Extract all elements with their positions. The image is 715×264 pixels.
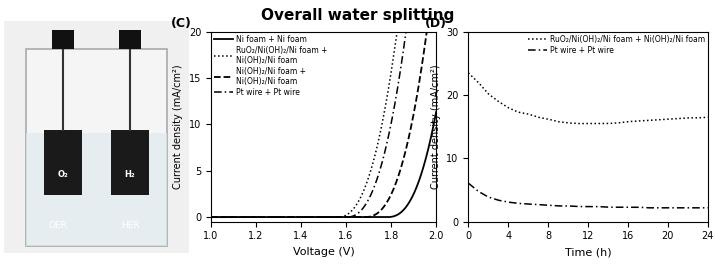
Pt wire + Pt wire xyxy=(361,203,370,206)
RuO₂/Ni(OH)₂/Ni foam + Ni(OH)₂/Ni foam xyxy=(594,122,603,125)
Text: Overall water splitting: Overall water splitting xyxy=(261,8,454,23)
RuO₂/Ni(OH)₂/Ni foam + Ni(OH)₂/Ni foam xyxy=(580,122,588,125)
RuO₂/Ni(OH)₂/Ni foam +
Ni(OH)₂/Ni foam xyxy=(230,215,238,219)
RuO₂/Ni(OH)₂/Ni foam +
Ni(OH)₂/Ni foam xyxy=(306,215,315,219)
Bar xyxy=(119,30,141,49)
Ni(OH)₂/Ni foam +
Ni(OH)₂/Ni foam xyxy=(361,215,370,219)
Bar xyxy=(44,130,82,195)
Ni(OH)₂/Ni foam +
Ni(OH)₂/Ni foam xyxy=(423,30,431,33)
Line: RuO₂/Ni(OH)₂/Ni foam +
Ni(OH)₂/Ni foam: RuO₂/Ni(OH)₂/Ni foam + Ni(OH)₂/Ni foam xyxy=(211,32,436,217)
Pt wire + Pt wire xyxy=(579,205,588,208)
RuO₂/Ni(OH)₂/Ni foam + Ni(OH)₂/Ni foam xyxy=(704,116,712,119)
Text: H₂: H₂ xyxy=(124,170,135,179)
Ni foam + Ni foam xyxy=(230,215,238,219)
Ni foam + Ni foam xyxy=(361,215,370,219)
Ni(OH)₂/Ni foam +
Ni(OH)₂/Ni foam xyxy=(386,194,395,197)
Ni(OH)₂/Ni foam +
Ni(OH)₂/Ni foam xyxy=(383,201,391,204)
Pt wire + Pt wire xyxy=(383,143,391,146)
Ni(OH)₂/Ni foam +
Ni(OH)₂/Ni foam xyxy=(432,30,440,33)
Text: OER: OER xyxy=(48,221,67,230)
RuO₂/Ni(OH)₂/Ni foam +
Ni(OH)₂/Ni foam xyxy=(361,184,370,187)
Y-axis label: Current density (mA/cm²): Current density (mA/cm²) xyxy=(430,64,440,189)
Polygon shape xyxy=(26,133,167,247)
Pt wire + Pt wire xyxy=(606,206,615,209)
RuO₂/Ni(OH)₂/Ni foam + Ni(OH)₂/Ni foam xyxy=(574,122,583,125)
RuO₂/Ni(OH)₂/Ni foam +
Ni(OH)₂/Ni foam xyxy=(383,98,391,101)
Bar xyxy=(52,30,74,49)
Line: Pt wire + Pt wire: Pt wire + Pt wire xyxy=(211,32,436,217)
Line: RuO₂/Ni(OH)₂/Ni foam + Ni(OH)₂/Ni foam: RuO₂/Ni(OH)₂/Ni foam + Ni(OH)₂/Ni foam xyxy=(468,73,708,124)
Pt wire + Pt wire xyxy=(661,206,669,209)
Pt wire + Pt wire xyxy=(644,206,653,209)
Pt wire + Pt wire xyxy=(306,215,315,219)
Ni(OH)₂/Ni foam +
Ni(OH)₂/Ni foam xyxy=(297,215,306,219)
Ni foam + Ni foam xyxy=(306,215,315,219)
Ni foam + Ni foam xyxy=(207,215,215,219)
Ni(OH)₂/Ni foam +
Ni(OH)₂/Ni foam xyxy=(207,215,215,219)
Pt wire + Pt wire xyxy=(699,206,707,209)
RuO₂/Ni(OH)₂/Ni foam +
Ni(OH)₂/Ni foam xyxy=(297,215,306,219)
Polygon shape xyxy=(26,49,167,247)
Ni foam + Ni foam xyxy=(386,215,395,219)
Ni foam + Ni foam xyxy=(383,215,391,219)
RuO₂/Ni(OH)₂/Ni foam + Ni(OH)₂/Ni foam xyxy=(699,116,707,119)
RuO₂/Ni(OH)₂/Ni foam +
Ni(OH)₂/Ni foam xyxy=(207,215,215,219)
Pt wire + Pt wire xyxy=(432,30,440,33)
Bar xyxy=(112,130,149,195)
Line: Pt wire + Pt wire: Pt wire + Pt wire xyxy=(468,183,708,208)
Pt wire + Pt wire xyxy=(593,205,602,208)
Ni(OH)₂/Ni foam +
Ni(OH)₂/Ni foam xyxy=(306,215,315,219)
RuO₂/Ni(OH)₂/Ni foam + Ni(OH)₂/Ni foam xyxy=(578,122,587,125)
Text: HER: HER xyxy=(121,221,139,230)
Pt wire + Pt wire xyxy=(386,124,395,128)
Text: (C): (C) xyxy=(170,17,191,30)
Ni(OH)₂/Ni foam +
Ni(OH)₂/Ni foam xyxy=(230,215,238,219)
Legend: RuO₂/Ni(OH)₂/Ni foam + Ni(OH)₂/Ni foam, Pt wire + Pt wire: RuO₂/Ni(OH)₂/Ni foam + Ni(OH)₂/Ni foam, … xyxy=(527,34,706,56)
Pt wire + Pt wire xyxy=(297,215,306,219)
Pt wire + Pt wire xyxy=(207,215,215,219)
Pt wire + Pt wire xyxy=(230,215,238,219)
Text: O₂: O₂ xyxy=(58,170,69,179)
RuO₂/Ni(OH)₂/Ni foam + Ni(OH)₂/Ni foam xyxy=(464,71,473,74)
Pt wire + Pt wire xyxy=(464,182,473,185)
RuO₂/Ni(OH)₂/Ni foam + Ni(OH)₂/Ni foam xyxy=(661,118,669,121)
Text: (D): (D) xyxy=(425,17,447,30)
Pt wire + Pt wire xyxy=(704,206,712,209)
RuO₂/Ni(OH)₂/Ni foam + Ni(OH)₂/Ni foam xyxy=(607,122,616,125)
Line: Ni(OH)₂/Ni foam +
Ni(OH)₂/Ni foam: Ni(OH)₂/Ni foam + Ni(OH)₂/Ni foam xyxy=(211,32,436,217)
Ni foam + Ni foam xyxy=(432,110,440,114)
RuO₂/Ni(OH)₂/Ni foam +
Ni(OH)₂/Ni foam xyxy=(386,74,395,77)
RuO₂/Ni(OH)₂/Ni foam +
Ni(OH)₂/Ni foam xyxy=(393,30,401,33)
X-axis label: Time (h): Time (h) xyxy=(565,247,611,257)
Legend: Ni foam + Ni foam, RuO₂/Ni(OH)₂/Ni foam +
Ni(OH)₂/Ni foam, Ni(OH)₂/Ni foam +
Ni(: Ni foam + Ni foam, RuO₂/Ni(OH)₂/Ni foam … xyxy=(213,34,328,98)
Line: Ni foam + Ni foam: Ni foam + Ni foam xyxy=(211,112,436,217)
Pt wire + Pt wire xyxy=(402,30,410,33)
RuO₂/Ni(OH)₂/Ni foam +
Ni(OH)₂/Ni foam xyxy=(432,30,440,33)
Ni foam + Ni foam xyxy=(297,215,306,219)
X-axis label: Voltage (V): Voltage (V) xyxy=(292,247,355,257)
Y-axis label: Current density (mA/cm²): Current density (mA/cm²) xyxy=(173,64,183,189)
Pt wire + Pt wire xyxy=(578,205,586,208)
